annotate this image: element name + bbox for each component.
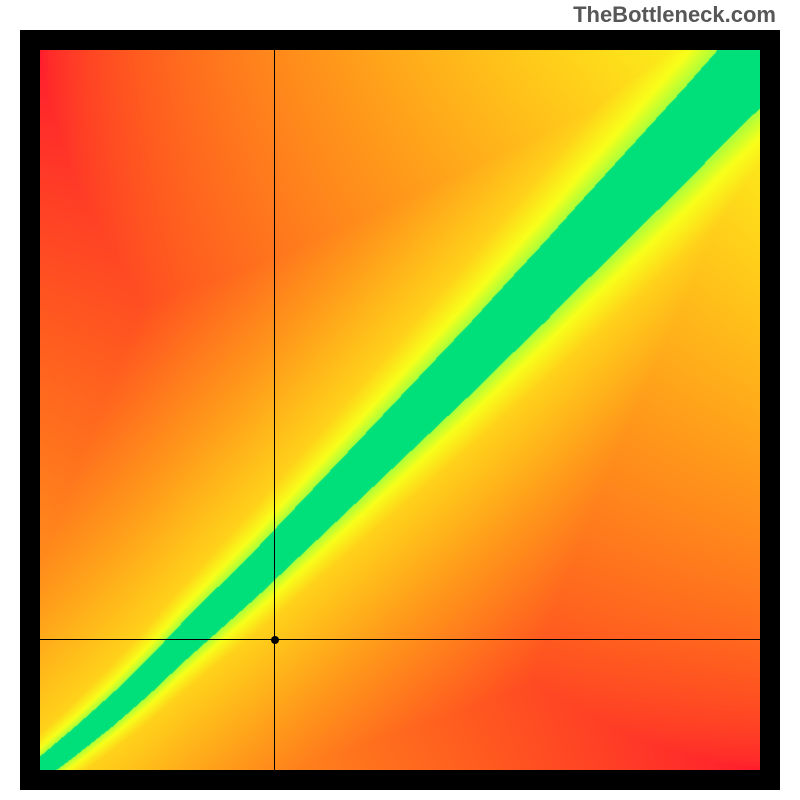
crosshair-horizontal [40, 639, 760, 640]
crosshair-vertical [274, 50, 275, 770]
watermark-text: TheBottleneck.com [573, 2, 776, 28]
page: TheBottleneck.com [0, 0, 800, 800]
marker-dot [271, 636, 279, 644]
heatmap-plot [40, 50, 760, 770]
heatmap-canvas [40, 50, 760, 770]
